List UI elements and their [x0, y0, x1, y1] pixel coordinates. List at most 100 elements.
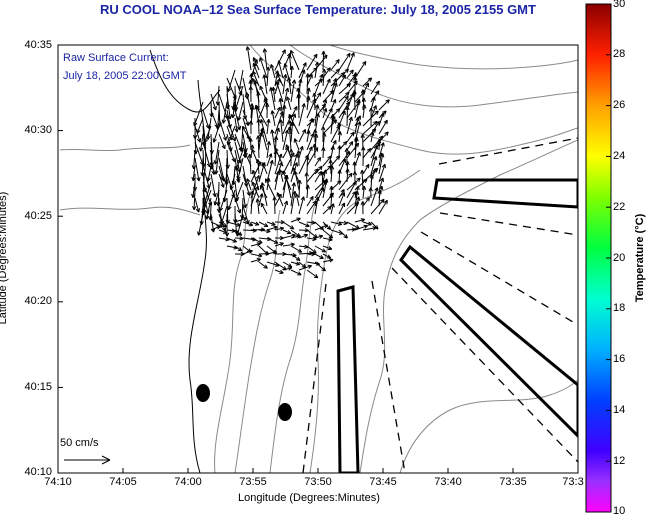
current-vector — [290, 253, 301, 261]
current-vector — [242, 189, 248, 209]
current-vector — [336, 122, 342, 135]
current-vector — [330, 145, 335, 159]
current-vector — [282, 104, 287, 127]
current-vector — [251, 169, 260, 191]
colorbar-tick-label: 28 — [613, 48, 626, 60]
current-vector — [314, 196, 320, 215]
y-tick-label: 40:30 — [24, 124, 52, 136]
current-vector — [273, 136, 279, 159]
current-vector — [250, 221, 260, 226]
current-vector — [329, 193, 334, 207]
coastline — [188, 79, 207, 473]
current-vector — [218, 117, 228, 141]
current-vector — [322, 99, 328, 111]
current-vector — [322, 169, 328, 183]
current-vector — [252, 57, 260, 71]
current-vector — [289, 65, 294, 79]
colorbar-tick-label: 10 — [613, 505, 626, 517]
current-vector — [270, 129, 276, 151]
colorbar-tick-label: 18 — [613, 302, 626, 314]
current-vector — [322, 78, 331, 95]
current-vector — [282, 200, 289, 215]
current-vector — [290, 153, 299, 175]
current-vector — [234, 236, 244, 241]
current-vector — [210, 93, 217, 111]
current-vector — [192, 189, 197, 211]
contour-line — [329, 45, 578, 70]
current-vector — [306, 130, 311, 143]
current-vector — [322, 221, 332, 231]
lane-separation-line — [302, 283, 327, 473]
y-tick-marks — [58, 44, 63, 474]
current-vector — [286, 77, 292, 95]
current-vector — [352, 171, 358, 183]
current-vector — [289, 49, 300, 71]
current-vector — [312, 143, 317, 159]
current-vector — [274, 49, 286, 71]
colorbar-tick-label: 12 — [613, 455, 626, 467]
shipping-lane-south — [336, 285, 360, 473]
current-vector — [298, 196, 305, 215]
current-vector — [294, 193, 300, 207]
current-vector — [338, 74, 346, 87]
current-vector — [274, 106, 281, 119]
current-vector — [248, 120, 254, 135]
current-vector — [266, 153, 273, 167]
current-vector — [354, 137, 359, 159]
current-vector — [259, 57, 268, 79]
current-vector — [284, 175, 292, 199]
current-vector — [306, 220, 316, 225]
current-vector — [266, 250, 277, 255]
current-vector — [346, 131, 355, 143]
current-vector — [313, 133, 319, 151]
current-vector — [330, 59, 340, 71]
current-vector — [237, 101, 244, 121]
current-vector — [322, 253, 332, 259]
current-vector — [320, 171, 325, 191]
current-vector — [198, 133, 204, 152]
current-vector — [203, 125, 212, 144]
current-vector — [286, 96, 292, 111]
current-vector — [288, 148, 294, 167]
current-vector — [218, 221, 227, 228]
current-vector — [213, 189, 220, 206]
current-vector — [377, 189, 382, 207]
current-vector — [306, 146, 313, 159]
current-vector — [237, 69, 244, 90]
shipping-lane-east — [432, 178, 578, 209]
current-vector — [354, 224, 368, 231]
current-vector — [201, 189, 212, 214]
current-vector — [266, 221, 276, 226]
current-vector — [314, 61, 320, 79]
current-vector — [270, 110, 276, 127]
current-vector — [256, 135, 261, 159]
current-vector — [298, 264, 312, 271]
current-vector — [314, 261, 326, 272]
current-vector — [378, 119, 388, 135]
current-vector — [362, 147, 372, 159]
current-vector — [234, 149, 244, 171]
current-vector — [278, 169, 284, 183]
colorbar-tick-label: 14 — [613, 404, 626, 416]
current-vector — [194, 157, 201, 182]
current-vector — [370, 131, 375, 143]
current-vector — [290, 79, 297, 103]
current-vector — [369, 174, 374, 191]
current-vector — [282, 229, 292, 235]
current-vector — [262, 48, 268, 71]
current-vector — [293, 170, 300, 191]
current-vector — [210, 225, 221, 231]
current-vector — [328, 159, 333, 175]
current-vector — [196, 117, 204, 134]
current-vector — [245, 92, 252, 111]
current-vector — [218, 173, 225, 188]
current-vector — [370, 80, 380, 95]
current-vector — [346, 52, 355, 71]
colorbar-tick-label: 30 — [613, 0, 626, 10]
y-tick-label: 40:25 — [24, 210, 52, 222]
current-vector — [346, 177, 361, 191]
current-vector — [293, 138, 300, 151]
current-vector — [338, 192, 346, 207]
current-vector — [258, 221, 269, 227]
